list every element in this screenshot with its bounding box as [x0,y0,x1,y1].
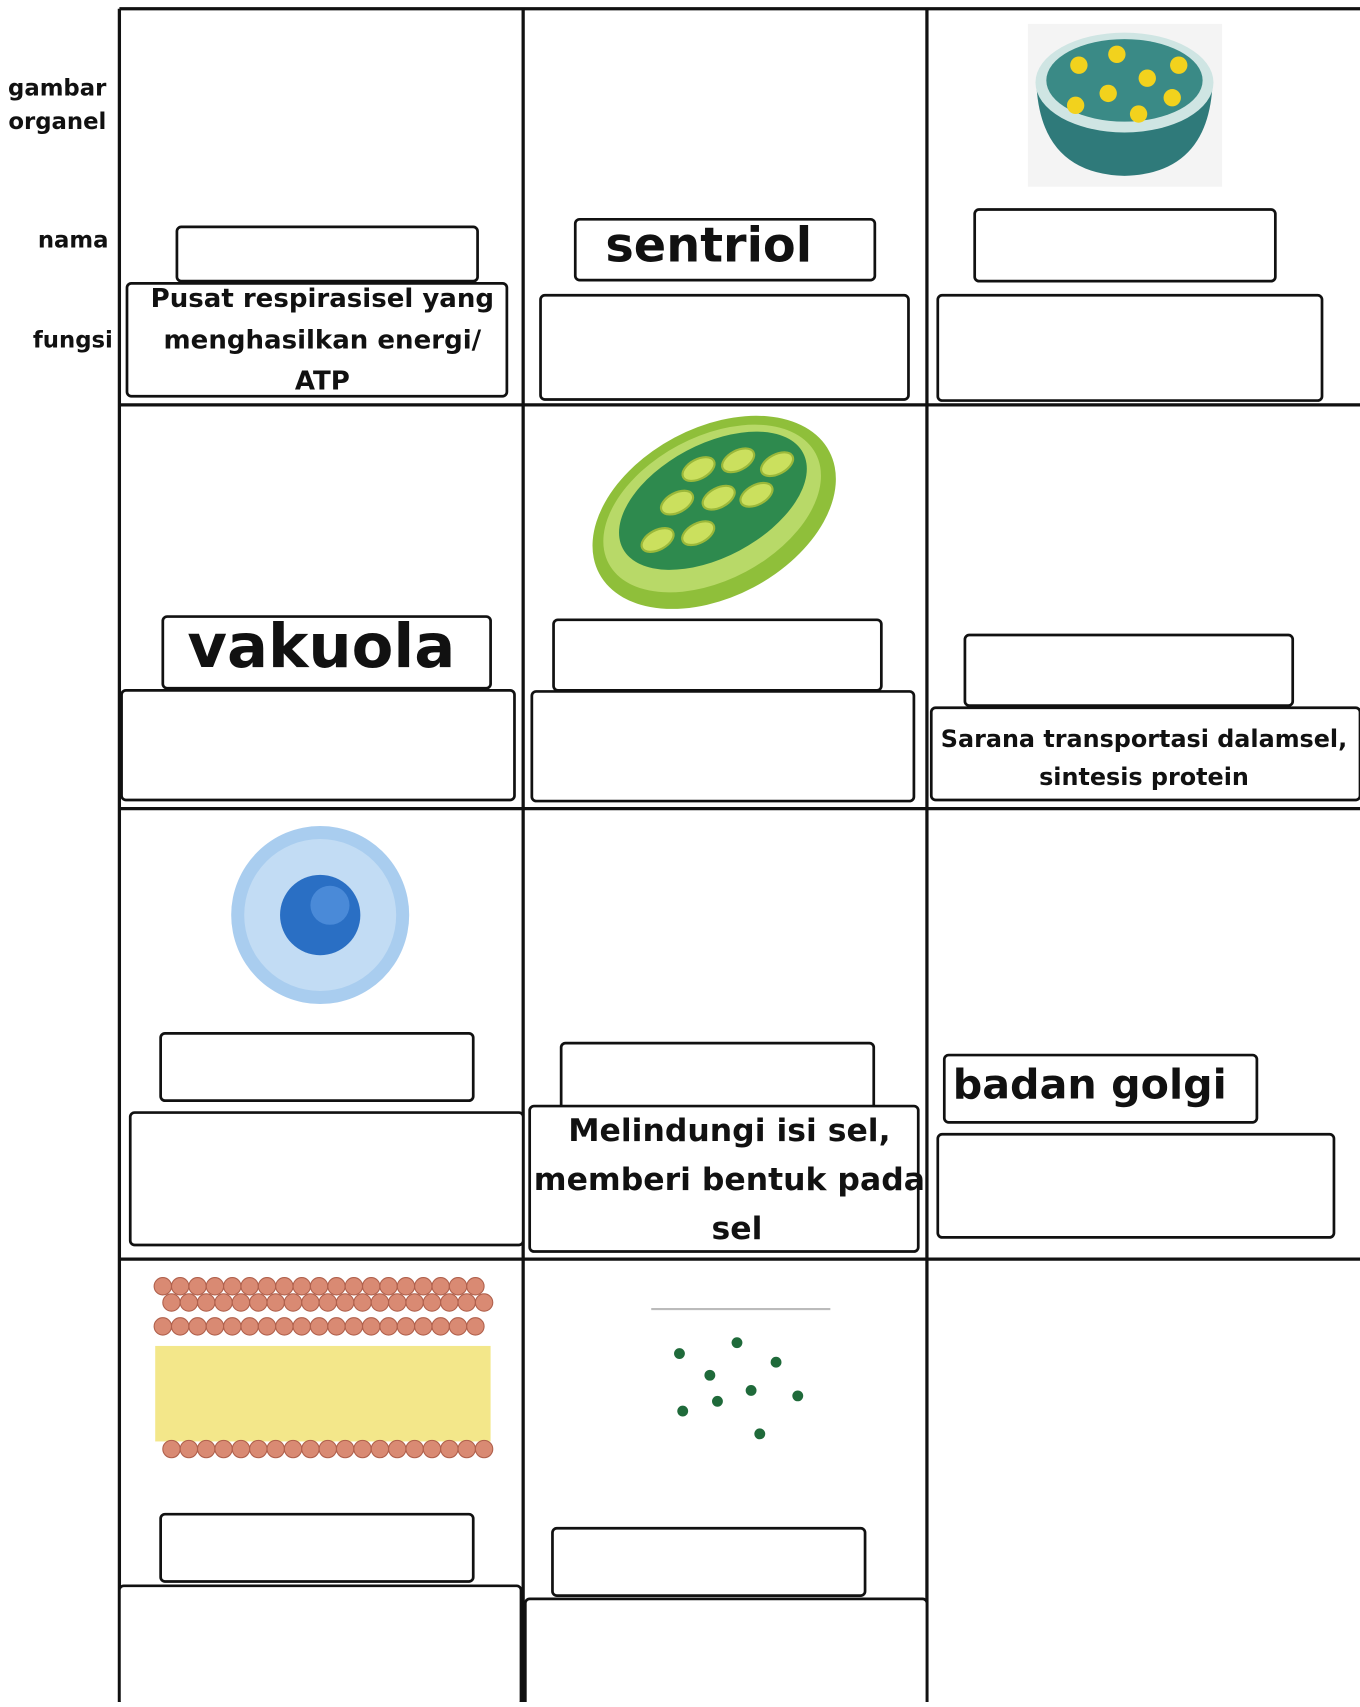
lipid-head [335,1293,355,1312]
lipid-head [170,1317,190,1336]
lipid-head [257,1277,277,1296]
lipid-head [205,1317,225,1336]
answer-boxes [118,208,1360,1707]
lipid-head [214,1293,233,1312]
lipid-head [405,1293,424,1312]
lipid-head [214,1439,233,1459]
lipid-head [422,1293,442,1312]
name-text: vakuola [187,612,455,682]
function-text: sel [712,1211,763,1247]
lipid-head [170,1277,190,1296]
lipid-head [370,1293,390,1312]
lipid-head [370,1439,390,1459]
lipid-head [440,1439,459,1459]
lipid-head [457,1293,476,1312]
lipid-head [153,1317,173,1336]
function-text: Sarana transportasi dalamsel, [941,725,1347,753]
lipid-head [353,1439,372,1459]
lipid-head [414,1277,433,1296]
function-text: memberi bentuk pada [534,1162,925,1198]
lipid-head [231,1439,251,1459]
lipid-head [422,1439,442,1459]
lipid-head [388,1293,407,1312]
row-label: organel [8,109,106,135]
lipid-head [405,1439,424,1459]
lipid-head [162,1439,181,1459]
lipid-head [448,1277,468,1296]
lipid-head [223,1277,242,1296]
function-text: Melindungi isi sel, [568,1113,890,1149]
lipid-head [414,1317,433,1336]
lipid-head [231,1293,251,1312]
membrane-image [153,1277,494,1459]
lipid-head [205,1277,225,1296]
chloroplast-image [592,415,836,609]
lipid-head [474,1439,494,1459]
lipid-head [153,1277,173,1296]
lipid-head [249,1439,268,1459]
dots-image [651,1307,831,1440]
lipid-head [327,1317,346,1336]
name-text: sentriol [605,219,812,274]
lipid-head [344,1317,364,1336]
lipid-head [266,1293,285,1312]
lipid-head [188,1317,207,1336]
function-text: sintesis protein [1039,763,1249,791]
lipid-head [344,1277,364,1296]
row-label: gambar [8,76,107,102]
lipid-head [431,1317,450,1336]
lipid-head [196,1293,216,1312]
lipid-head [379,1277,398,1296]
lipid-head [318,1439,338,1459]
row-label: fungsi [33,327,113,353]
lipid-head [196,1439,216,1459]
function-text: menghasilkan energi/ [164,325,482,355]
lipid-head [301,1439,320,1459]
lipid-head [431,1277,450,1296]
lipid-head [361,1317,381,1336]
lipid-head [283,1293,303,1312]
lipid-head [283,1439,303,1459]
function-text: ATP [295,367,350,397]
table-grid [117,7,1360,1702]
lipid-head [466,1317,485,1336]
lipid-head [292,1277,311,1296]
function-text: Pusat respirasisel yang [151,284,494,314]
lipid-head [301,1293,320,1312]
lipid-head [266,1439,285,1459]
lipid-head [388,1439,407,1459]
lipid-head [448,1317,468,1336]
lipid-head [292,1317,311,1336]
lipid-head [275,1317,294,1336]
lipid-head [309,1317,329,1336]
row-label: nama [38,228,109,254]
lipid-head [179,1293,199,1312]
name-text: badan golgi [953,1061,1227,1109]
lipid-head [353,1293,372,1312]
nucleus-image [231,826,410,1005]
lipid-head [240,1317,259,1336]
lipid-head [379,1317,398,1336]
lipid-head [318,1293,338,1312]
lipid-head [257,1317,277,1336]
lipid-head [474,1293,494,1312]
lipid-head [188,1277,207,1296]
lipid-head [396,1277,416,1296]
lipid-head [440,1293,459,1312]
lipid-head [335,1439,355,1459]
lipid-head [179,1439,199,1459]
lipid-head [249,1293,268,1312]
lipid-head [275,1277,294,1296]
lipid-head [327,1277,346,1296]
lipid-head [361,1277,381,1296]
lipid-head [309,1277,329,1296]
lipid-head [162,1293,181,1312]
lipid-head [240,1277,259,1296]
lipid-head [466,1277,485,1296]
ribosome-image [1027,23,1223,187]
lipid-head [457,1439,476,1459]
lipid-head [396,1317,416,1336]
lipid-head [223,1317,242,1336]
